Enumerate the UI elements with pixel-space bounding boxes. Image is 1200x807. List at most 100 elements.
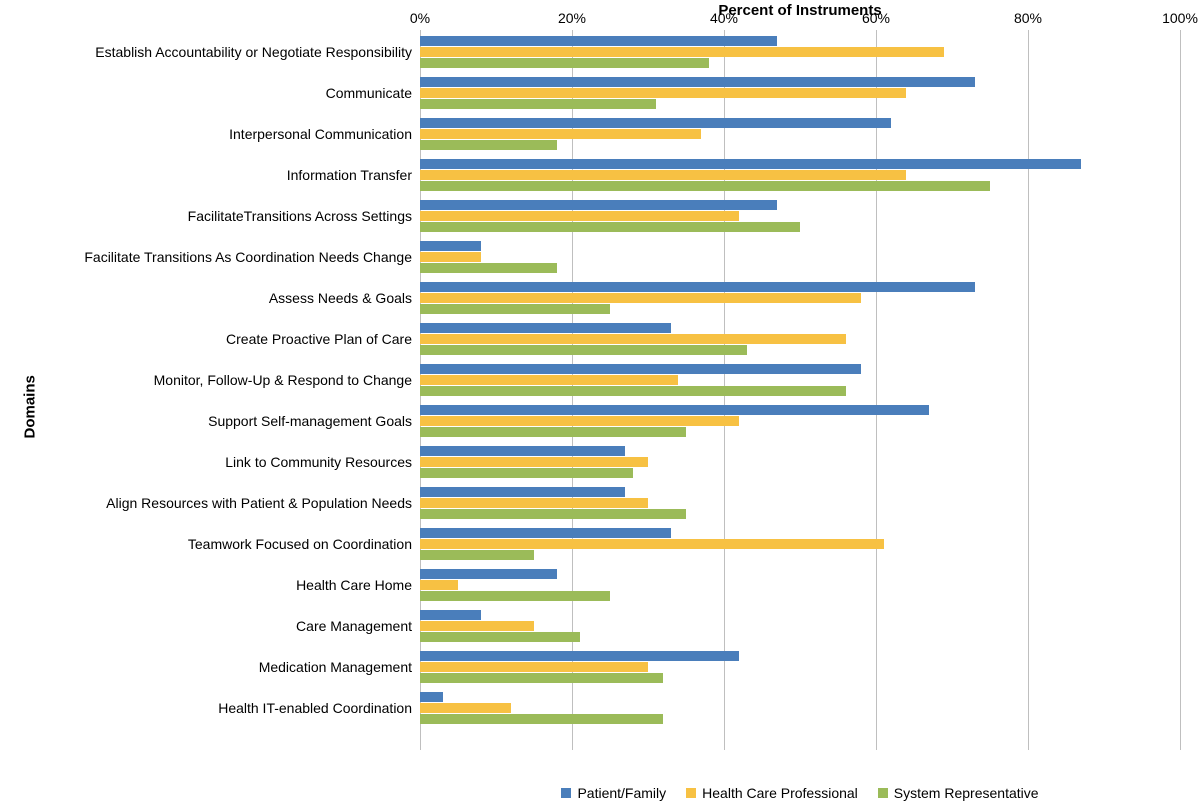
legend: Patient/Family Health Care Professional Sy… — [420, 785, 1180, 801]
bar — [420, 77, 975, 87]
bar — [420, 550, 534, 560]
bar — [420, 580, 458, 590]
bar — [420, 118, 891, 128]
bar — [420, 375, 678, 385]
bar — [420, 692, 443, 702]
x-tick-label: 80% — [1014, 10, 1042, 26]
category-group: Information Transfer — [420, 159, 1180, 191]
category-group: Establish Accountability or Negotiate Re… — [420, 36, 1180, 68]
bar — [420, 539, 884, 549]
bar — [420, 610, 481, 620]
category-label: Medication Management — [259, 659, 420, 675]
category-label: Create Proactive Plan of Care — [226, 331, 420, 347]
category-group: FacilitateTransitions Across Settings — [420, 200, 1180, 232]
bar — [420, 129, 701, 139]
legend-item: Health Care Professional — [686, 785, 858, 801]
category-group: Communicate — [420, 77, 1180, 109]
bar — [420, 282, 975, 292]
x-axis-title: Percent of Instruments — [420, 2, 1180, 19]
bar — [420, 252, 481, 262]
bar — [420, 88, 906, 98]
y-axis-title: Domains — [22, 359, 39, 439]
legend-item: Patient/Family — [561, 785, 666, 801]
bar — [420, 446, 625, 456]
bar — [420, 170, 906, 180]
legend-item: System Representative — [878, 785, 1039, 801]
category-label: Health IT-enabled Coordination — [218, 700, 420, 716]
bar — [420, 99, 656, 109]
category-label: Teamwork Focused on Coordination — [188, 536, 420, 552]
category-group: Health Care Home — [420, 569, 1180, 601]
category-group: Care Management — [420, 610, 1180, 642]
x-tick-label: 20% — [558, 10, 586, 26]
x-tick-label: 0% — [410, 10, 430, 26]
gridline — [1180, 30, 1181, 750]
bar — [420, 569, 557, 579]
bar — [420, 621, 534, 631]
category-group: Teamwork Focused on Coordination — [420, 528, 1180, 560]
legend-label: Patient/Family — [577, 785, 666, 801]
bar — [420, 222, 800, 232]
bar — [420, 651, 739, 661]
bar — [420, 304, 610, 314]
category-group: Assess Needs & Goals — [420, 282, 1180, 314]
category-label: Information Transfer — [287, 167, 420, 183]
bar — [420, 200, 777, 210]
category-group: Interpersonal Communication — [420, 118, 1180, 150]
bar — [420, 427, 686, 437]
bar — [420, 58, 709, 68]
category-label: Link to Community Resources — [225, 454, 420, 470]
category-group: Monitor, Follow-Up & Respond to Change — [420, 364, 1180, 396]
bar — [420, 263, 557, 273]
category-group: Link to Community Resources — [420, 446, 1180, 478]
bar — [420, 211, 739, 221]
x-tick-label: 40% — [710, 10, 738, 26]
bar — [420, 528, 671, 538]
bar — [420, 714, 663, 724]
category-label: Health Care Home — [296, 577, 420, 593]
plot-area: 0%20%40%60%80%100%Establish Accountabili… — [420, 30, 1180, 750]
bar — [420, 632, 580, 642]
bar — [420, 36, 777, 46]
category-label: Care Management — [296, 618, 420, 634]
bar — [420, 345, 747, 355]
bar — [420, 673, 663, 683]
category-label: Assess Needs & Goals — [269, 290, 420, 306]
category-group: Align Resources with Patient & Populatio… — [420, 487, 1180, 519]
category-label: Establish Accountability or Negotiate Re… — [95, 44, 420, 60]
bar — [420, 181, 990, 191]
chart-container: Percent of Instruments Domains 0%20%40%6… — [0, 0, 1200, 807]
bar — [420, 498, 648, 508]
category-group: Support Self-management Goals — [420, 405, 1180, 437]
category-group: Medication Management — [420, 651, 1180, 683]
x-tick-label: 60% — [862, 10, 890, 26]
x-tick-label: 100% — [1162, 10, 1198, 26]
bar — [420, 509, 686, 519]
bar — [420, 386, 846, 396]
category-label: Align Resources with Patient & Populatio… — [106, 495, 420, 511]
bar — [420, 323, 671, 333]
bar — [420, 487, 625, 497]
category-group: Create Proactive Plan of Care — [420, 323, 1180, 355]
legend-label: Health Care Professional — [702, 785, 858, 801]
bar — [420, 47, 944, 57]
category-label: FacilitateTransitions Across Settings — [188, 208, 420, 224]
bar — [420, 703, 511, 713]
bar — [420, 293, 861, 303]
bar — [420, 241, 481, 251]
bar — [420, 405, 929, 415]
category-label: Facilitate Transitions As Coordination N… — [84, 249, 420, 265]
category-label: Communicate — [326, 85, 420, 101]
category-group: Health IT-enabled Coordination — [420, 692, 1180, 724]
bar — [420, 468, 633, 478]
category-group: Facilitate Transitions As Coordination N… — [420, 241, 1180, 273]
category-label: Monitor, Follow-Up & Respond to Change — [154, 372, 420, 388]
bar — [420, 364, 861, 374]
bar — [420, 662, 648, 672]
category-label: Support Self-management Goals — [208, 413, 420, 429]
bar — [420, 159, 1081, 169]
bar — [420, 457, 648, 467]
bar — [420, 416, 739, 426]
legend-swatch — [878, 788, 888, 798]
category-label: Interpersonal Communication — [229, 126, 420, 142]
